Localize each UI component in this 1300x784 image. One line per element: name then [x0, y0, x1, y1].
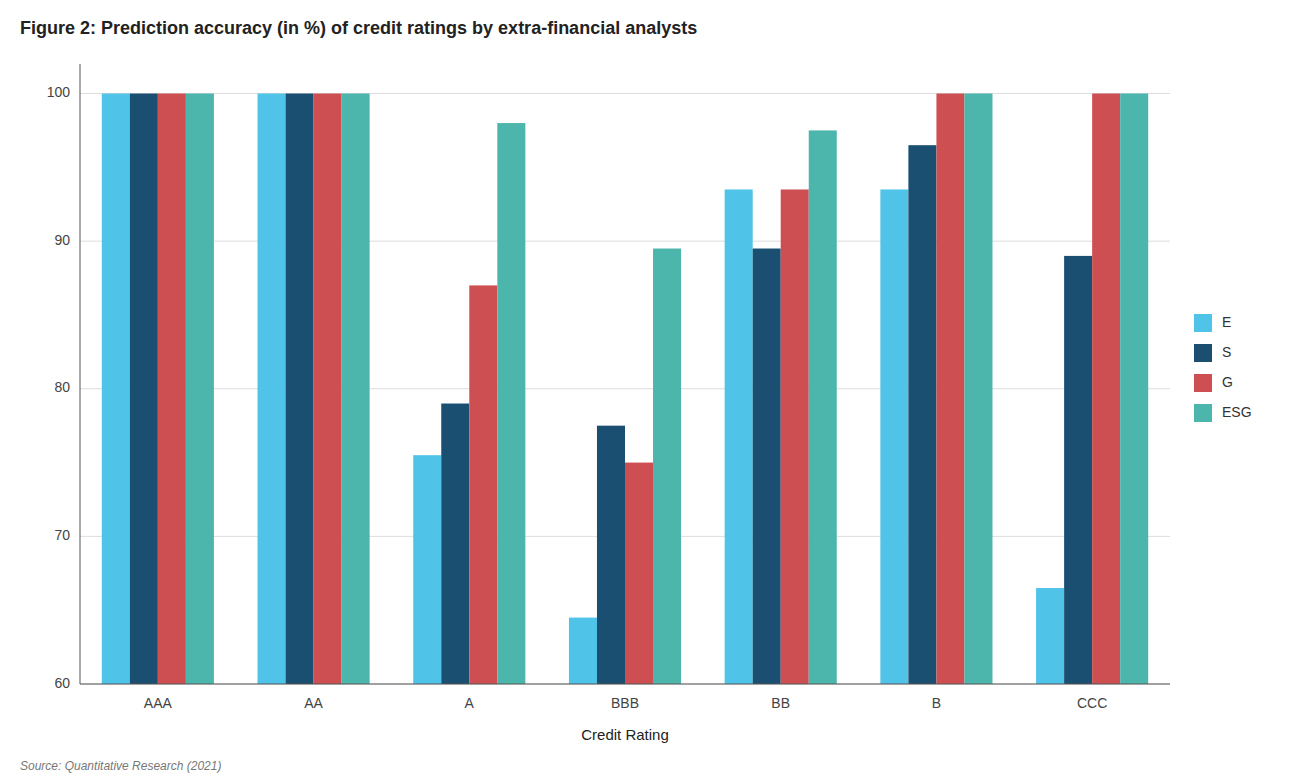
bar: [908, 145, 936, 684]
x-tick-label: AAA: [144, 695, 173, 711]
y-tick-label: 60: [54, 675, 70, 691]
y-axis-line: [80, 64, 81, 684]
bar: [809, 130, 837, 684]
bars: [102, 94, 1148, 684]
bar: [725, 189, 753, 684]
bar: [258, 94, 286, 684]
grid-line: [80, 684, 1170, 685]
x-axis-line: [80, 684, 1170, 685]
bar: [569, 618, 597, 684]
bar: [1064, 256, 1092, 684]
x-tick-label: CCC: [1077, 695, 1107, 711]
bar: [413, 455, 441, 684]
grid-line: [80, 93, 1170, 94]
bar: [597, 426, 625, 684]
bar: [625, 463, 653, 684]
x-tick-label: BBB: [611, 695, 639, 711]
x-tick-label: AA: [304, 695, 323, 711]
y-tick-label: 70: [54, 527, 70, 543]
x-tick-label: A: [465, 695, 475, 711]
source-note: Source: Quantitative Research (2021): [20, 759, 221, 773]
bar: [1120, 94, 1148, 684]
chart: Figure 2: Prediction accuracy (in %) of …: [0, 0, 1300, 784]
bar: [130, 94, 158, 684]
bar: [497, 123, 525, 684]
legend-label: G: [1222, 374, 1233, 390]
grid-line: [80, 241, 1170, 242]
bar: [102, 94, 130, 684]
bar: [1036, 588, 1064, 684]
bar: [936, 94, 964, 684]
y-tick-label: 90: [54, 232, 70, 248]
x-tick-label: BB: [771, 695, 790, 711]
legend-swatch: [1194, 344, 1212, 362]
x-tick-label: B: [932, 695, 941, 711]
bar: [1092, 94, 1120, 684]
y-tick-label: 100: [47, 84, 71, 100]
bar: [781, 189, 809, 684]
legend-label: E: [1222, 314, 1231, 330]
grid-line: [80, 388, 1170, 389]
legend-swatch: [1194, 314, 1212, 332]
bar: [653, 249, 681, 684]
legend-label: S: [1222, 344, 1231, 360]
grid: [80, 94, 1170, 684]
y-tick-label: 80: [54, 379, 70, 395]
bar: [286, 94, 314, 684]
bar: [753, 249, 781, 684]
bar: [186, 94, 214, 684]
legend: ESG ESG: [1194, 314, 1252, 422]
bar: [158, 94, 186, 684]
bar: [342, 94, 370, 684]
bar: [964, 94, 992, 684]
legend-swatch: [1194, 404, 1212, 422]
legend-swatch: [1194, 374, 1212, 392]
bar: [441, 404, 469, 684]
bar: [469, 285, 497, 684]
x-axis-label: Credit Rating: [581, 726, 669, 743]
title: Figure 2: Prediction accuracy (in %) of …: [20, 18, 697, 38]
chart-container: Figure 2: Prediction accuracy (in %) of …: [0, 0, 1300, 784]
legend-label: ESG: [1222, 404, 1252, 420]
bar: [880, 189, 908, 684]
bar: [314, 94, 342, 684]
